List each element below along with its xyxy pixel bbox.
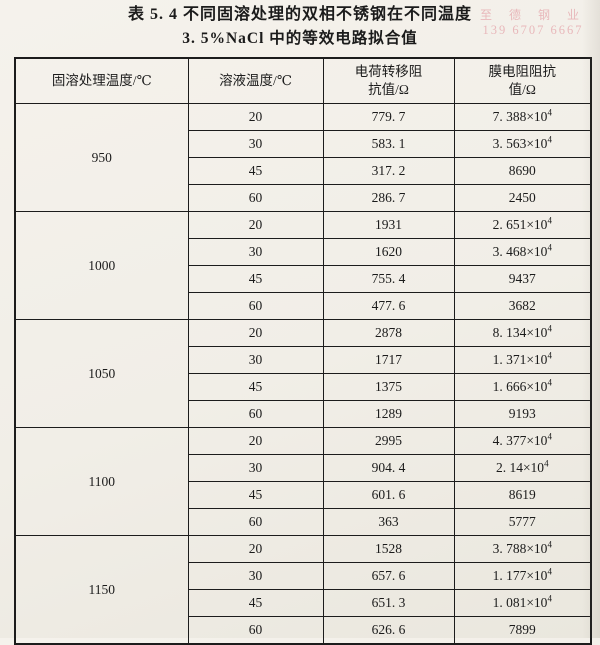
cell-charge-transfer: 317. 2 [322,157,455,185]
cell-film-impedance: 8. 134×104 [453,319,592,347]
cell-film-impedance: 5777 [453,508,592,536]
cell-film-impedance: 2450 [453,184,592,212]
header-solution-temp: 溶液温度/℃ [187,57,324,104]
cell-charge-transfer: 1375 [322,373,455,401]
table-row: 60 286. 7 2450 [15,184,592,212]
table-row: 1000 20 1931 2. 651×104 [14,211,592,320]
cell-charge-transfer: 601. 6 [322,481,455,509]
cell-solution-temp: 45 [187,373,324,401]
cell-solution-temp: 20 [187,427,324,455]
table-row: 30 583. 1 3. 563×104 [15,130,592,158]
cell-film-impedance: 3. 468×104 [453,238,592,266]
cell-charge-transfer: 1620 [322,238,455,266]
cell-solution-temp: 30 [187,130,324,158]
cell-charge-transfer: 1931 [322,211,455,239]
caption-line-2: 3. 5%NaCl 中的等效电路拟合值 [182,30,418,47]
cell-charge-transfer: 1289 [322,400,455,428]
eis-fitting-values-table: 固溶处理温度/℃ 溶液温度/℃ 电荷转移阻 抗值/Ω 膜电阻阻抗 值/Ω 950… [14,57,592,645]
cell-solution-temp: 20 [187,103,324,131]
cell-charge-transfer: 904. 4 [322,454,455,482]
cell-solution-temp: 20 [187,211,324,239]
cell-charge-transfer: 286. 7 [322,184,455,212]
cell-solution-temp: 45 [187,157,324,185]
header-solution-treatment-temp: 固溶处理温度/℃ [14,57,189,104]
cell-film-impedance: 2. 651×104 [453,211,592,239]
cell-charge-transfer: 363 [322,508,455,536]
cell-film-impedance: 3682 [453,292,592,320]
table-row: 1050 20 2878 8. 134×104 [14,319,592,428]
cell-charge-transfer: 651. 3 [322,589,455,617]
table-row: 1100 20 2995 4. 377×104 [14,427,592,536]
cell-treatment-temp: 1150 [14,535,189,645]
table-row: 60 363 5777 [15,508,592,536]
cell-film-impedance: 2. 14×104 [453,454,592,482]
cell-solution-temp: 30 [187,562,324,590]
cell-treatment-temp: 1050 [14,319,189,428]
cell-solution-temp: 30 [187,238,324,266]
cell-solution-temp: 20 [187,535,324,563]
cell-solution-temp: 60 [187,508,324,536]
header-charge-transfer-impedance: 电荷转移阻 抗值/Ω [322,57,455,104]
cell-solution-temp: 60 [187,400,324,428]
table-row: 950 20 779. 7 7. 388×104 [14,103,592,212]
table-row: 45 755. 4 9437 [15,265,592,293]
cell-solution-temp: 60 [187,292,324,320]
header-film-resistance-impedance: 膜电阻阻抗 值/Ω [453,57,592,104]
cell-solution-temp: 60 [187,184,324,212]
cell-charge-transfer: 1717 [322,346,455,374]
cell-charge-transfer: 657. 6 [322,562,455,590]
cell-film-impedance: 3. 563×104 [453,130,592,158]
cell-film-impedance: 1. 371×104 [453,346,592,374]
table-row: 60 477. 6 3682 [15,292,592,320]
cell-charge-transfer: 583. 1 [322,130,455,158]
cell-charge-transfer: 1528 [322,535,455,563]
cell-charge-transfer: 755. 4 [322,265,455,293]
table-row: 30 1717 1. 371×104 [15,346,592,374]
caption-line-1: 表 5. 4 不同固溶处理的双相不锈钢在不同温度 [127,6,472,23]
cell-charge-transfer: 779. 7 [322,103,455,131]
cell-treatment-temp: 950 [14,103,189,212]
cell-film-impedance: 8690 [453,157,592,185]
table-caption: 表 5. 4 不同固溶处理的双相不锈钢在不同温度 3. 5%NaCl 中的等效电… [0,0,600,50]
table-row: 45 1375 1. 666×104 [15,373,592,401]
cell-charge-transfer: 626. 6 [322,616,455,645]
cell-film-impedance: 8619 [453,481,592,509]
cell-treatment-temp: 1000 [14,211,189,320]
cell-film-impedance: 7. 388×104 [453,103,592,131]
cell-film-impedance: 1. 081×104 [453,589,592,617]
cell-solution-temp: 30 [187,454,324,482]
cell-film-impedance: 9437 [453,265,592,293]
cell-film-impedance: 4. 377×104 [453,427,592,455]
cell-charge-transfer: 2995 [322,427,455,455]
table-row: 45 651. 3 1. 081×104 [15,589,592,617]
cell-solution-temp: 20 [187,319,324,347]
cell-film-impedance: 9193 [453,400,592,428]
cell-film-impedance: 1. 177×104 [453,562,592,590]
cell-charge-transfer: 477. 6 [322,292,455,320]
cell-solution-temp: 60 [187,616,324,645]
cell-treatment-temp: 1100 [14,427,189,536]
cell-charge-transfer: 2878 [322,319,455,347]
table-row: 1150 20 1528 3. 788×104 [14,535,592,645]
cell-film-impedance: 3. 788×104 [453,535,592,563]
table-header-row: 固溶处理温度/℃ 溶液温度/℃ 电荷转移阻 抗值/Ω 膜电阻阻抗 值/Ω [14,57,592,104]
cell-film-impedance: 1. 666×104 [453,373,592,401]
cell-solution-temp: 45 [187,265,324,293]
cell-solution-temp: 45 [187,589,324,617]
cell-film-impedance: 7899 [453,616,592,645]
cell-solution-temp: 45 [187,481,324,509]
cell-solution-temp: 30 [187,346,324,374]
